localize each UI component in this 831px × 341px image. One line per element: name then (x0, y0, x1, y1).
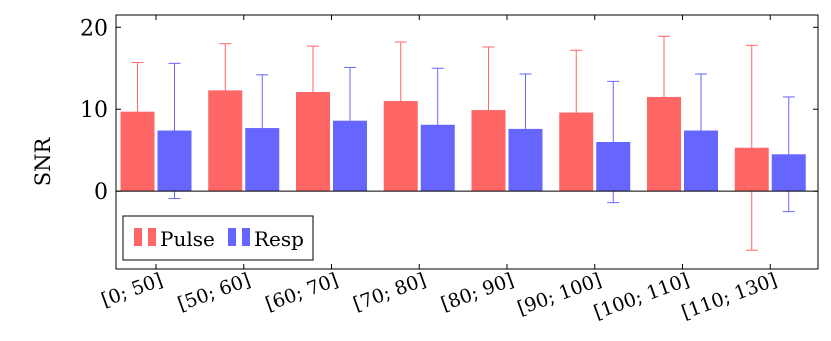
legend-label-pulse: Pulse (160, 227, 215, 251)
y-tick-label-0: 0 (94, 180, 108, 205)
y-tick-label-1: 10 (80, 98, 108, 123)
error-bars-layer (131, 35, 795, 251)
bar-pulse-3 (383, 101, 418, 192)
bars-layer (120, 90, 806, 192)
legend: Pulse Resp (122, 215, 314, 261)
bar-pulse-0 (120, 111, 155, 192)
legend-swatch-pulse (134, 228, 142, 246)
legend-swatch-pulse-2 (148, 228, 156, 246)
legend-swatch-resp (228, 228, 236, 246)
bar-pulse-6 (647, 96, 681, 192)
y-tick-labels: 0 10 20 (80, 16, 108, 205)
legend-swatch-resp-2 (242, 228, 250, 246)
x-tick-label-0: [0; 50] (98, 269, 165, 311)
x-tick-label-6: [100; 110] (591, 269, 692, 324)
bar-pulse-5 (559, 112, 594, 192)
bar-resp-3 (420, 124, 455, 192)
bar-pulse-1 (208, 90, 243, 192)
x-tick-labels: [0; 50] [50; 60] [60; 70] [70; 80] [80; 90][… (98, 269, 779, 324)
x-tick-label-1: [50; 60] (175, 269, 254, 316)
bar-resp-4 (508, 128, 543, 192)
x-tick-label-2: [60; 70] (263, 269, 342, 316)
x-tick-label-3: [70; 80] (350, 269, 429, 316)
bar-pulse-2 (296, 92, 330, 192)
legend-label-resp: Resp (254, 227, 304, 251)
bar-resp-2 (333, 120, 367, 192)
plot-frame (115, 14, 819, 270)
x-tick-label-7: [110; 130] (679, 269, 780, 324)
y-axis-label: SNR (31, 137, 55, 187)
y-tick-label-2: 20 (80, 16, 108, 41)
bar-pulse-4 (471, 110, 506, 192)
x-tick-label-5: [90; 100] (515, 269, 605, 320)
bar-resp-1 (245, 128, 280, 192)
x-tick-label-4: [80; 90] (438, 269, 517, 316)
bar-resp-6 (684, 130, 718, 192)
axis-ticks (116, 15, 818, 269)
